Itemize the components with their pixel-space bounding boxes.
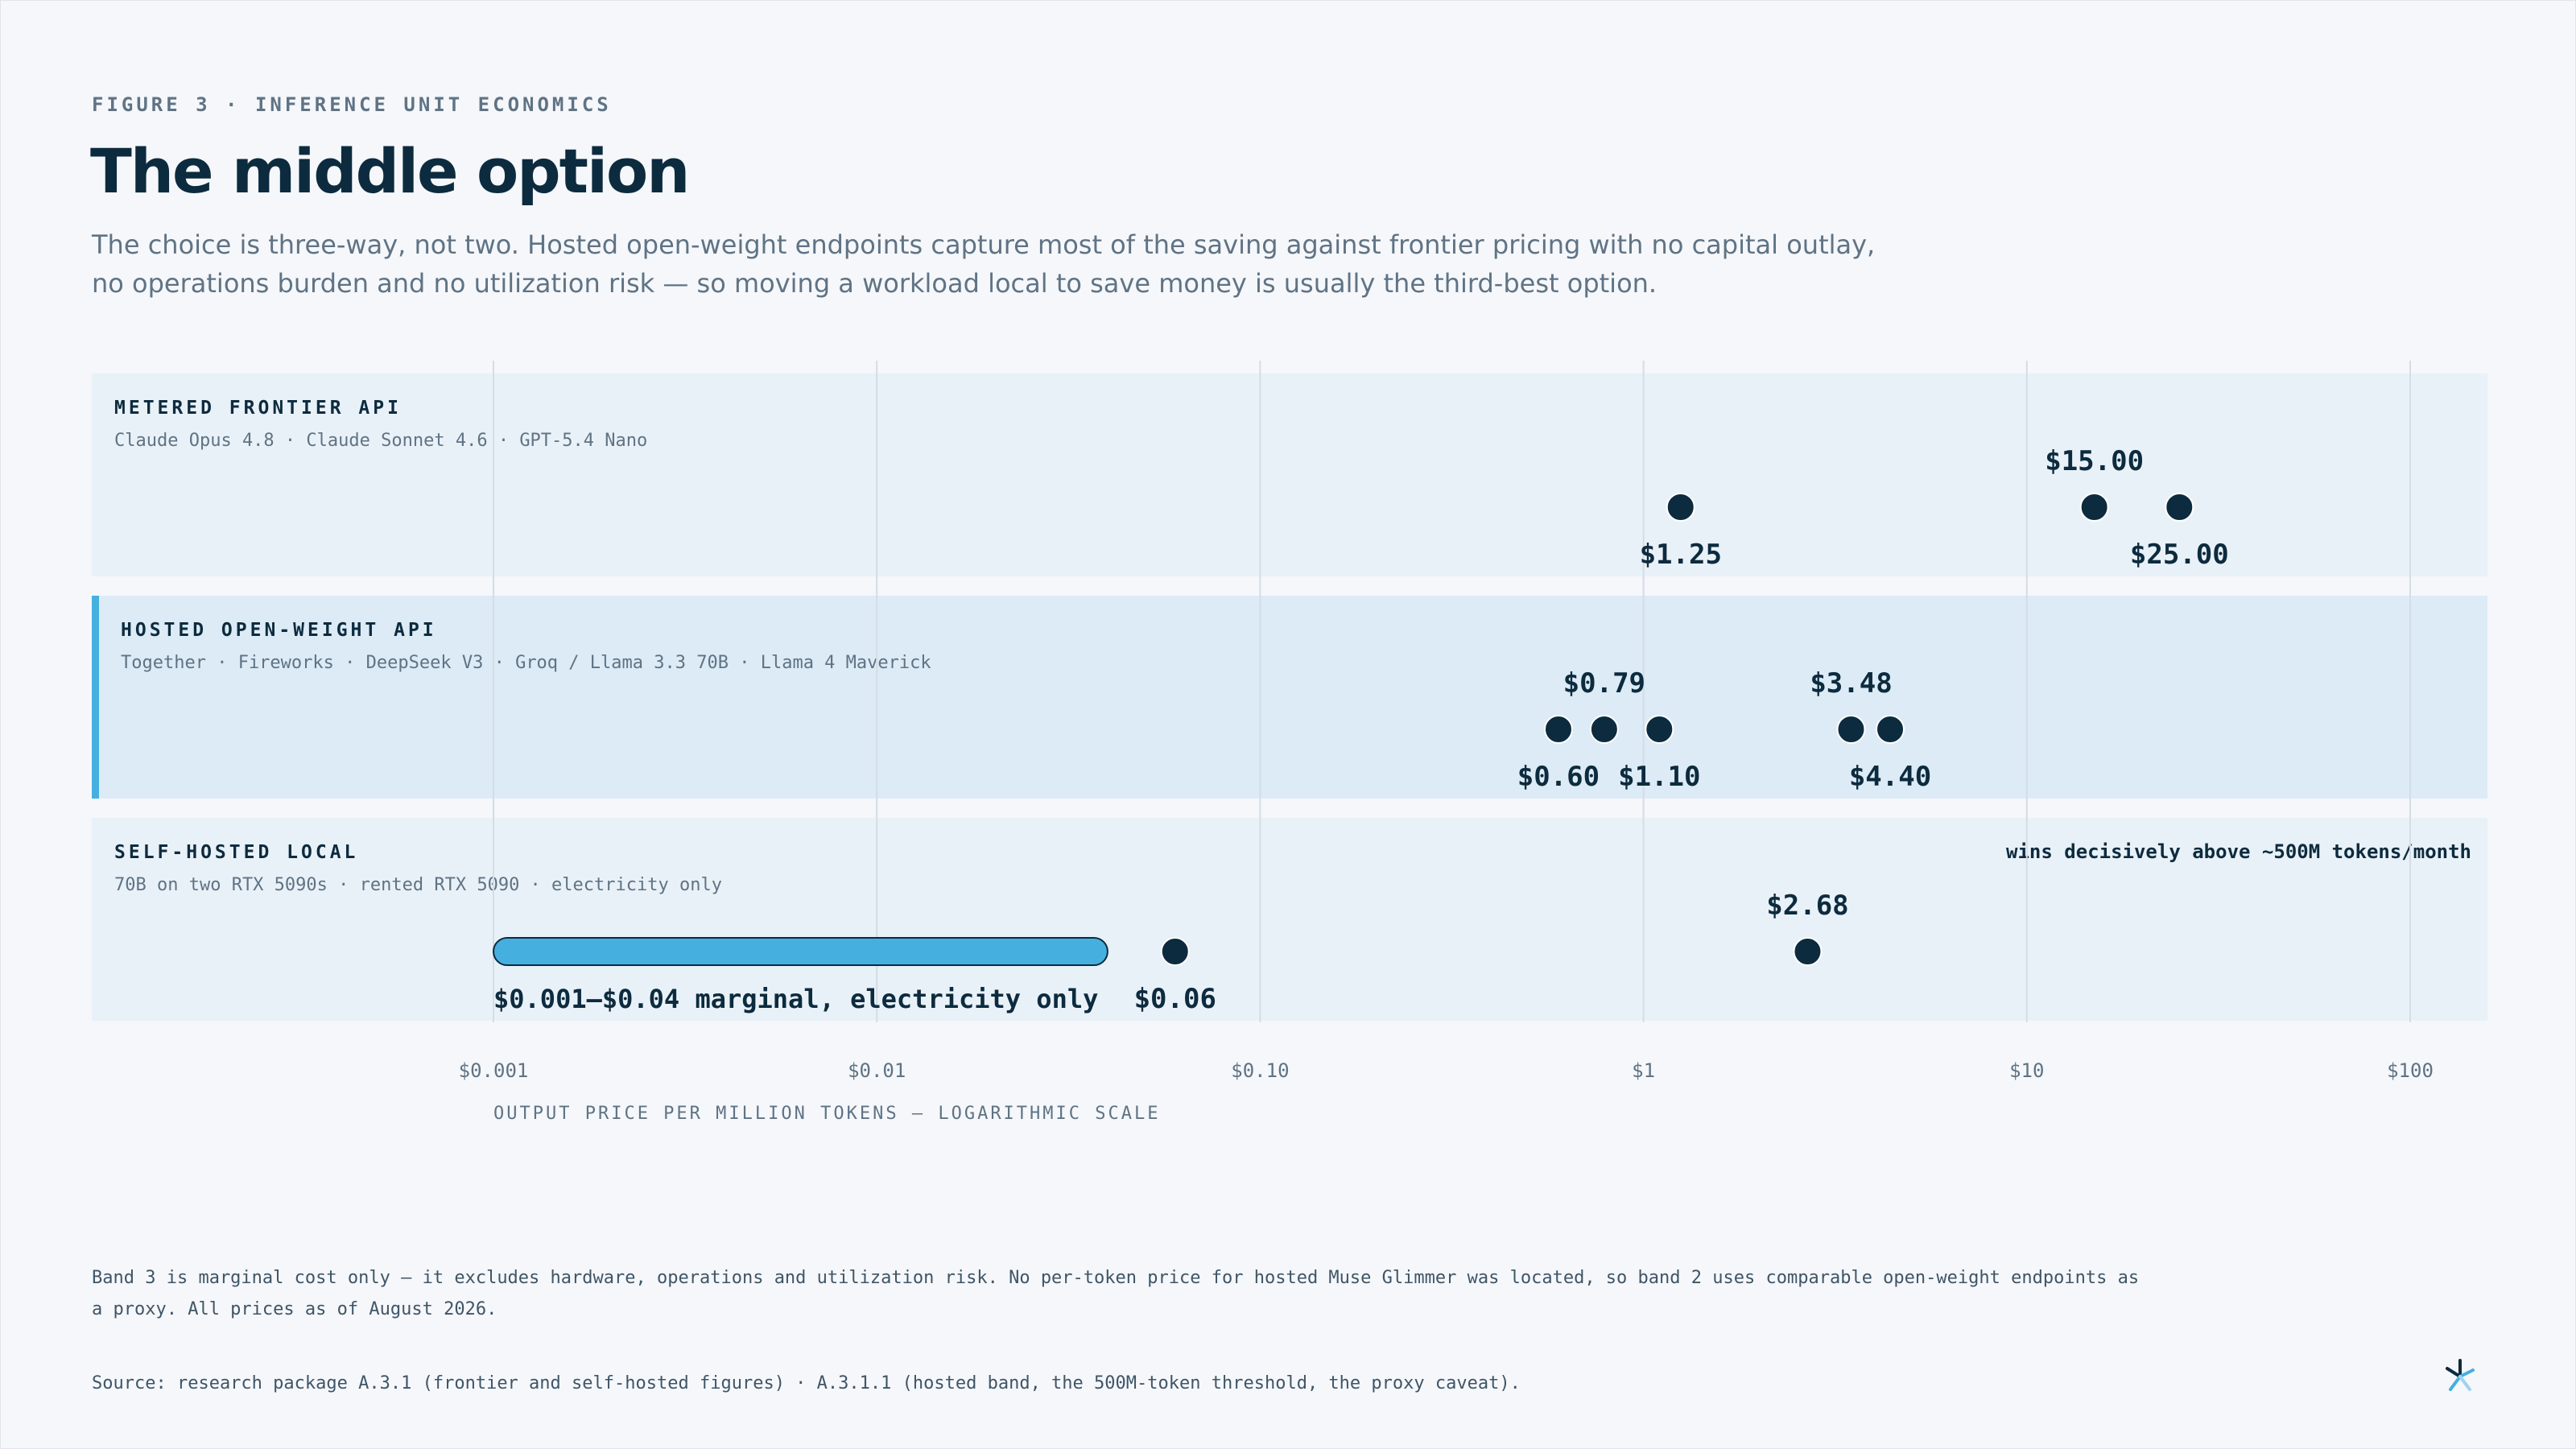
data-point-0-0 — [1666, 493, 1695, 522]
data-label-2-1: $2.68 — [1766, 890, 1848, 922]
data-label-1-2: $1.10 — [1618, 761, 1700, 793]
data-point-1-1 — [1589, 715, 1619, 744]
data-point-1-3 — [1836, 715, 1866, 744]
data-point-2-0 — [1160, 937, 1190, 966]
source-note: Source: research package A.3.1 (frontier… — [92, 1373, 1521, 1393]
data-label-1-3: $3.48 — [1810, 667, 1892, 700]
band-1-name: HOSTED OPEN-WEIGHT API — [121, 620, 437, 641]
x-tick-label-3: $1 — [1632, 1059, 1655, 1082]
data-point-1-0 — [1543, 715, 1573, 744]
data-point-2-1 — [1793, 937, 1823, 966]
range-label-2-0: $0.001–$0.04 marginal, electricity only — [493, 984, 1098, 1014]
page-title: The middle option — [90, 135, 690, 207]
x-tick-label-4: $10 — [2009, 1059, 2044, 1082]
data-label-1-1: $0.79 — [1563, 667, 1645, 700]
bands-layer: METERED FRONTIER API Claude Opus 4.8 · Cl… — [92, 374, 2487, 1021]
footnote: Band 3 is marginal cost only — it exclud… — [92, 1268, 2140, 1319]
axis-layer: $0.001 $0.01 $0.10 $1 $10 $100 OUTPUT PRICE PE… — [459, 1059, 2434, 1124]
band-2-note: wins decisively above ~500M tokens/month — [2006, 840, 2471, 863]
band-2-detail: 70B on two RTX 5090s · rented RTX 5090 ·… — [114, 875, 722, 895]
x-tick-label-0: $0.001 — [459, 1059, 529, 1082]
x-tick-label-5: $100 — [2387, 1059, 2434, 1082]
data-label-1-0: $0.60 — [1517, 761, 1600, 793]
x-axis-title: OUTPUT PRICE PER MILLION TOKENS — LOGARI… — [493, 1104, 1161, 1124]
data-label-2-0: $0.06 — [1134, 983, 1216, 1015]
data-point-1-4 — [1876, 715, 1905, 744]
marks-layer: $1.25 $15.00 $25.00 $0.60 $0.79 $1.10 $3.48 $4.… — [493, 445, 2229, 1015]
band-2-name: SELF-HOSTED LOCAL — [114, 842, 358, 863]
data-point-0-1 — [2079, 493, 2109, 522]
band-1-accent-bar — [92, 596, 99, 799]
figure-eyebrow: FIGURE 3 · INFERENCE UNIT ECONOMICS — [92, 93, 612, 116]
band-1-detail: Together · Fireworks · DeepSeek V3 · Gro… — [121, 653, 931, 673]
page-subtitle: The choice is three-way, not two. Hosted… — [92, 229, 1876, 299]
band-0-name: METERED FRONTIER API — [114, 398, 402, 419]
data-point-0-2 — [2165, 493, 2194, 522]
data-label-0-0: $1.25 — [1640, 539, 1722, 571]
band-1-background — [92, 596, 2487, 799]
range-bar-2-0 — [493, 937, 1108, 966]
grid-layer — [493, 361, 2411, 1022]
x-tick-label-2: $0.10 — [1231, 1059, 1289, 1082]
data-point-1-2 — [1645, 715, 1674, 744]
price-chart: METERED FRONTIER API Claude Opus 4.8 · Cl… — [92, 361, 2487, 1124]
data-label-1-4: $4.40 — [1849, 761, 1931, 793]
spark-logo-icon — [2446, 1359, 2475, 1391]
x-tick-label-1: $0.01 — [848, 1059, 906, 1082]
band-0-detail: Claude Opus 4.8 · Claude Sonnet 4.6 · GP… — [114, 431, 647, 451]
data-label-0-2: $25.00 — [2130, 539, 2229, 571]
data-label-0-1: $15.00 — [2045, 445, 2144, 477]
band-0-background — [92, 374, 2487, 576]
band-2-background — [92, 818, 2487, 1021]
